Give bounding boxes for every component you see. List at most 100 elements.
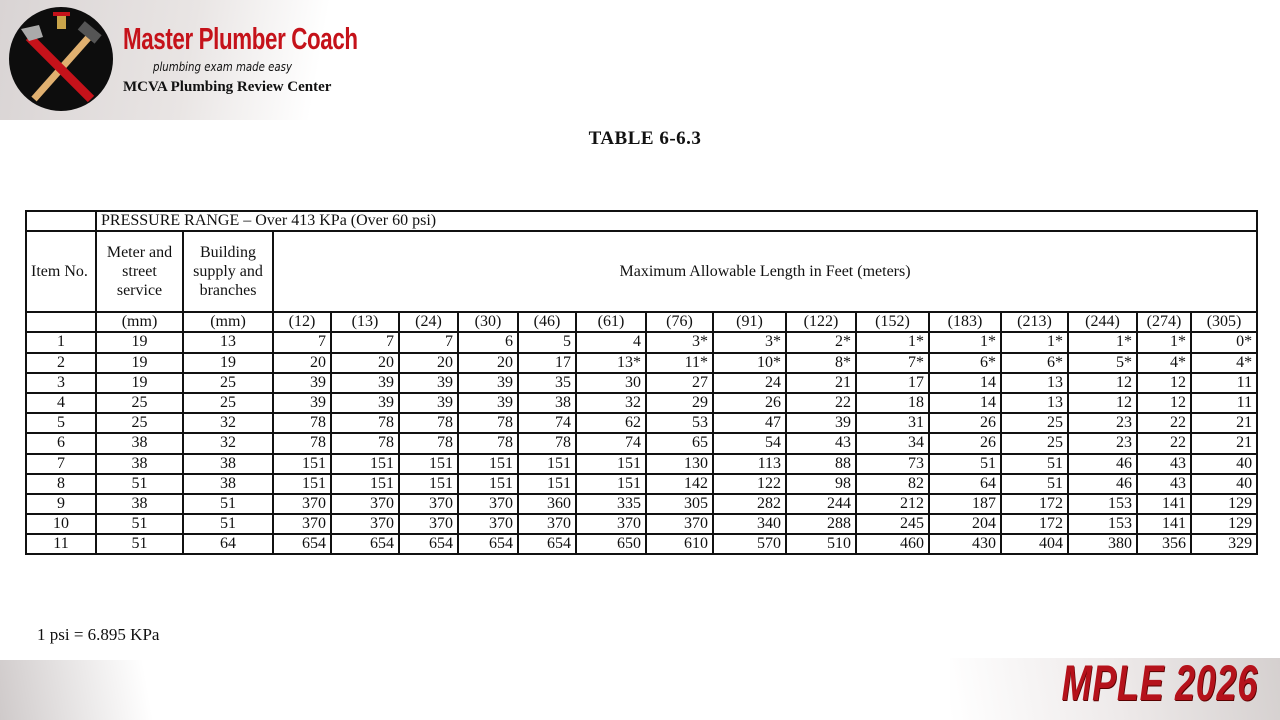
max-length-cell: 141	[1136, 492, 1192, 516]
max-length-cell: 153	[1067, 492, 1138, 516]
max-length-cell: 6	[457, 331, 519, 354]
max-length-cell: 21	[1189, 432, 1259, 455]
max-length-cell: 212	[855, 492, 930, 516]
max-length-cell: 78	[330, 412, 400, 435]
max-length-cell: 282	[712, 492, 787, 516]
logo-wrench-hammer-icon	[9, 7, 113, 111]
max-length-cell: 370	[457, 492, 519, 516]
max-length-cell: 39	[785, 412, 857, 435]
max-length-cell: 329	[1189, 533, 1259, 556]
unit-header: (24)	[398, 311, 459, 334]
building-size: 25	[182, 371, 274, 394]
max-length-cell: 654	[457, 533, 519, 556]
max-length-cell: 12	[1136, 391, 1192, 415]
unit-header: (91)	[712, 311, 787, 334]
max-length-cell: 73	[855, 452, 930, 475]
brand-name: Master Plumber Coach	[123, 21, 358, 56]
max-length-cell: 62	[575, 412, 647, 435]
building-size: 19	[182, 351, 274, 374]
max-length-cell: 151	[517, 452, 577, 475]
item-number: 6	[25, 432, 97, 455]
max-length-cell: 40	[1189, 472, 1259, 495]
max-length-cell: 654	[398, 533, 459, 556]
footer-background-left	[0, 660, 160, 720]
max-length-cell: 78	[457, 432, 519, 455]
max-length-cell: 7	[330, 331, 400, 354]
max-length-cell: 570	[712, 533, 787, 556]
footer-background-right	[950, 658, 1280, 720]
header-item: Item No.	[25, 230, 97, 314]
item-number: 8	[25, 472, 97, 495]
max-length-cell: 113	[712, 452, 787, 475]
max-length-cell: 78	[398, 432, 459, 455]
unit-header: (12)	[272, 311, 332, 334]
max-length-cell: 4*	[1136, 351, 1192, 374]
table-row: 4 25 25 39 39 39 39 38 32 29 26 22 18 14 13 12 12 11	[25, 391, 1259, 415]
max-length-cell: 370	[457, 513, 519, 536]
max-length-cell: 3*	[645, 331, 714, 354]
max-length-cell: 39	[330, 391, 400, 415]
table-row: 1 19 13 7 7 7 6 5 4 3* 3* 2* 1* 1* 1* 1* 1* 0*	[25, 331, 1259, 354]
max-length-cell: 65	[645, 432, 714, 455]
max-length-cell: 404	[1000, 533, 1069, 556]
max-length-cell: 151	[398, 452, 459, 475]
max-length-cell: 5	[517, 331, 577, 354]
max-length-cell: 40	[1189, 452, 1259, 475]
max-length-cell: 356	[1136, 533, 1192, 556]
max-length-cell: 98	[785, 472, 857, 495]
max-length-cell: 172	[1000, 513, 1069, 536]
max-length-cell: 335	[575, 492, 647, 516]
max-length-cell: 39	[272, 371, 332, 394]
max-length-cell: 64	[928, 472, 1002, 495]
meter-size: 19	[95, 371, 184, 394]
table-title: TABLE 6-6.3	[588, 128, 702, 149]
max-length-cell: 17	[517, 351, 577, 374]
max-length-cell: 20	[398, 351, 459, 374]
max-length-cell: 11*	[645, 351, 714, 374]
meter-size: 51	[95, 513, 184, 536]
unit-header: (30)	[457, 311, 519, 334]
max-length-cell: 74	[517, 412, 577, 435]
table-row: 7 38 38 151 151 151 151 151 151 130 113 88 73 51 51 46 4…	[25, 452, 1259, 475]
max-length-cell: 22	[1136, 412, 1192, 435]
max-length-cell: 43	[1136, 452, 1192, 475]
max-length-cell: 151	[398, 472, 459, 495]
pressure-range-row: PRESSURE RANGE – Over 413 KPa (Over 60 p…	[25, 209, 1259, 233]
meter-size: 38	[95, 492, 184, 516]
max-length-cell: 7*	[855, 351, 930, 374]
max-length-cell: 11	[1189, 371, 1259, 394]
meter-size: 19	[95, 331, 184, 354]
max-length-cell: 31	[855, 412, 930, 435]
building-size: 32	[182, 412, 274, 435]
meter-size: 19	[95, 351, 184, 374]
max-length-cell: 340	[712, 513, 787, 536]
unit-header: (152)	[855, 311, 930, 334]
max-length-cell: 142	[645, 472, 714, 495]
max-length-cell: 32	[575, 391, 647, 415]
max-length-cell: 370	[645, 513, 714, 536]
max-length-cell: 245	[855, 513, 930, 536]
max-length-cell: 151	[330, 452, 400, 475]
item-number: 3	[25, 371, 97, 394]
unit-header: (244)	[1067, 311, 1138, 334]
building-size: 51	[182, 513, 274, 536]
table-row: 11 51 64 654 654 654 654 654 650 610 570 510 460 430 4…	[25, 533, 1259, 556]
table-row: 9 38 51 370 370 370 370 360 335 305 282 244 212 187 17…	[25, 492, 1259, 516]
header-row: Item No. Meter and street service Buildi…	[25, 230, 1259, 314]
item-number: 5	[25, 412, 97, 435]
header-max-length: Maximum Allowable Length in Feet (meters…	[271, 230, 1259, 314]
max-length-cell: 39	[330, 371, 400, 394]
pipe-length-table: PRESSURE RANGE – Over 413 KPa (Over 60 p…	[25, 209, 1259, 556]
max-length-cell: 129	[1189, 492, 1259, 516]
unit-header: (13)	[330, 311, 400, 334]
max-length-cell: 38	[517, 391, 577, 415]
max-length-cell: 430	[928, 533, 1002, 556]
max-length-cell: 0*	[1189, 331, 1259, 354]
max-length-cell: 151	[330, 472, 400, 495]
max-length-cell: 22	[1136, 432, 1192, 455]
building-size: 13	[182, 331, 274, 354]
max-length-cell: 34	[855, 432, 930, 455]
max-length-cell: 650	[575, 533, 647, 556]
max-length-cell: 370	[575, 513, 647, 536]
unit-header: (76)	[645, 311, 714, 334]
